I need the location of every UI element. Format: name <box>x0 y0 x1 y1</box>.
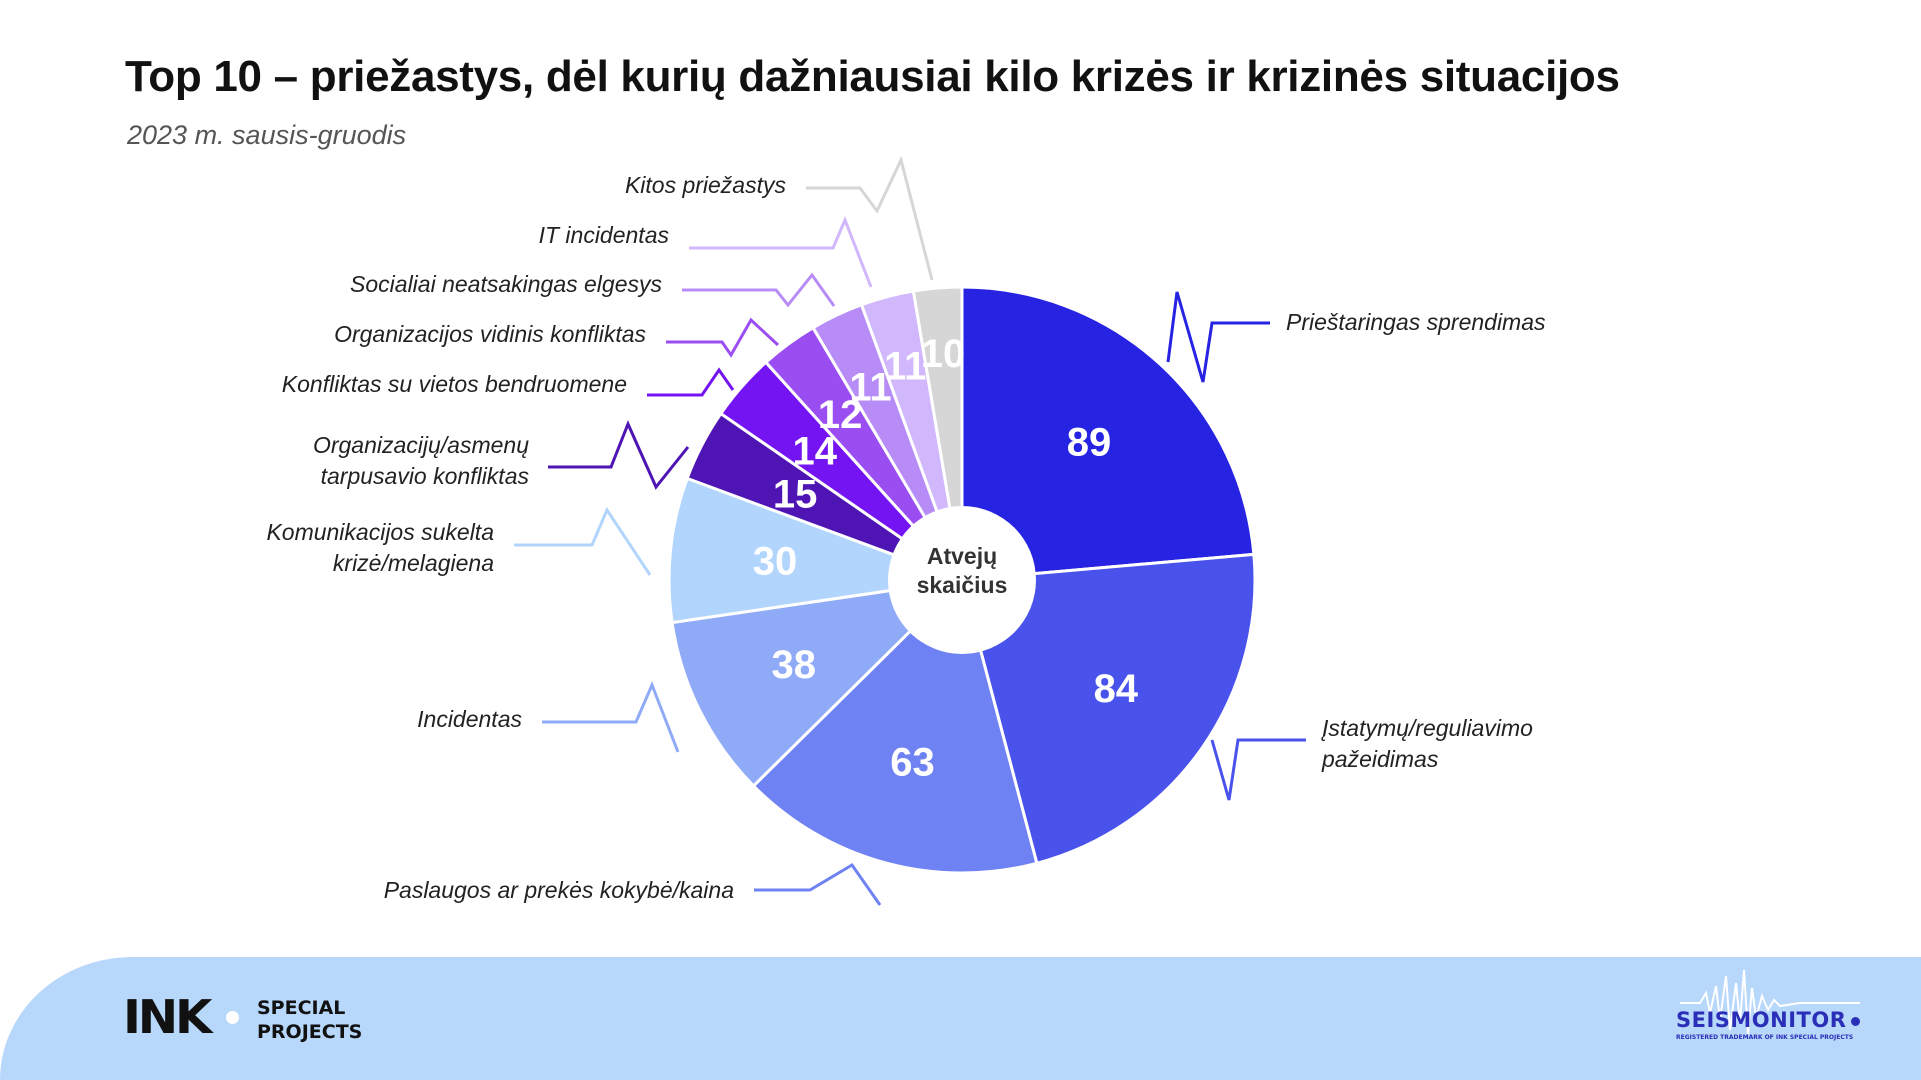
value-label-organizaciju-asmenu-tarpusavio-konfliktas: 15 <box>773 472 818 516</box>
special-projects-label: SPECIAL PROJECTS <box>257 996 362 1044</box>
leader-line-komunikacijos-sukelta-krize-melagiena <box>514 506 652 576</box>
category-label-komunikacijos-sukelta-krize-melagiena: Komunikacijos sukelta krizė/melagiena <box>266 519 494 576</box>
category-label-konfliktas-su-vietos-bendruomene: Konfliktas su vietos bendruomene <box>282 371 627 397</box>
leader-line-incidentas <box>542 681 680 753</box>
leader-line-priestaringas-sprendimas <box>1166 291 1270 383</box>
value-label-komunikacijos-sukelta-krize-melagiena: 30 <box>753 539 798 583</box>
leader-line-kitos-priezastys <box>806 155 934 281</box>
leader-line-organizacijos-vidinis-konfliktas <box>666 317 780 358</box>
seismograph-wave-icon <box>1680 969 1860 1035</box>
donut-chart: Prieštaringas sprendimas Įstatymų/regulia… <box>266 155 1546 906</box>
leader-line-istatymu-reguliavimo-pazeidimas <box>1210 738 1306 801</box>
seismonitor-logo: SEISMONITOR <box>1676 1008 1847 1032</box>
leader-line-paslaugos-ar-prekes-kokybe-kaina <box>754 862 882 906</box>
value-label-kitos-priezastys: 10 <box>921 332 966 376</box>
slice-incidentas <box>670 577 967 789</box>
category-label-paslaugos-ar-prekes-kokybe-kaina: Paslaugos ar prekės kokybė/kaina <box>384 877 734 903</box>
category-label-socialiai-neatsakingas-elgesys: Socialiai neatsakingas elgesys <box>350 271 662 297</box>
value-label-konfliktas-su-vietos-bendruomene: 14 <box>793 430 838 474</box>
value-label-it-incidentas: 11 <box>884 344 926 388</box>
value-label-priestaringas-sprendimas: 89 <box>1067 420 1112 464</box>
seismonitor-dot <box>1851 1017 1860 1026</box>
category-label-organizaciju-asmenu-tarpusavio-konfliktas: Organizacijų/asmenų tarpusavio konfliktas <box>313 432 530 489</box>
leader-line-organizaciju-asmenu-tarpusavio-konfliktas <box>548 420 690 490</box>
value-label-organizacijos-vidinis-konfliktas: 12 <box>818 393 863 437</box>
seismonitor-trademark: REGISTERED TRADEMARK OF INK SPECIAL PROJ… <box>1676 1034 1854 1041</box>
leader-line-socialiai-neatsakingas-elgesys <box>682 272 836 308</box>
chart-subtitle: 2023 m. sausis-gruodis <box>127 120 407 150</box>
ink-logo-dot <box>226 1011 239 1024</box>
slice-kitos-priezastys <box>911 285 964 581</box>
leader-line-it-incidentas <box>689 216 873 288</box>
category-label-istatymu-reguliavimo-pazeidimas: Įstatymų/reguliavimo pažeidimas <box>1321 715 1533 772</box>
donut-hole <box>888 506 1036 654</box>
special-line-1: SPECIAL <box>257 997 346 1019</box>
value-label-paslaugos-ar-prekes-kokybe-kaina: 63 <box>890 740 935 784</box>
category-label-priestaringas-sprendimas: Prieštaringas sprendimas <box>1286 309 1546 335</box>
category-label-organizacijos-vidinis-konfliktas: Organizacijos vidinis konfliktas <box>334 321 646 347</box>
leader-line-konfliktas-su-vietos-bendruomene <box>647 367 735 397</box>
ink-logo: INK <box>122 990 213 1044</box>
value-label-istatymu-reguliavimo-pazeidimas: 84 <box>1094 667 1139 711</box>
slice-priestaringas-sprendimas <box>960 285 1256 582</box>
center-label-line-1: Atvejų <box>927 543 997 569</box>
category-label-incidentas: Incidentas <box>417 706 522 732</box>
value-label-socialiai-neatsakingas-elgesys: 11 <box>849 366 891 410</box>
footer-band <box>0 957 1921 1080</box>
chart-title: Top 10 – priežastys, dėl kurių dažniausi… <box>125 52 1620 101</box>
category-label-it-incidentas: IT incidentas <box>539 222 670 248</box>
special-line-2: PROJECTS <box>257 1021 363 1043</box>
value-label-incidentas: 38 <box>772 643 817 687</box>
center-label-line-2: skaičius <box>917 572 1008 598</box>
category-label-kitos-priezastys: Kitos priežastys <box>625 172 787 198</box>
slice-istatymu-reguliavimo-pazeidimas <box>960 552 1257 866</box>
